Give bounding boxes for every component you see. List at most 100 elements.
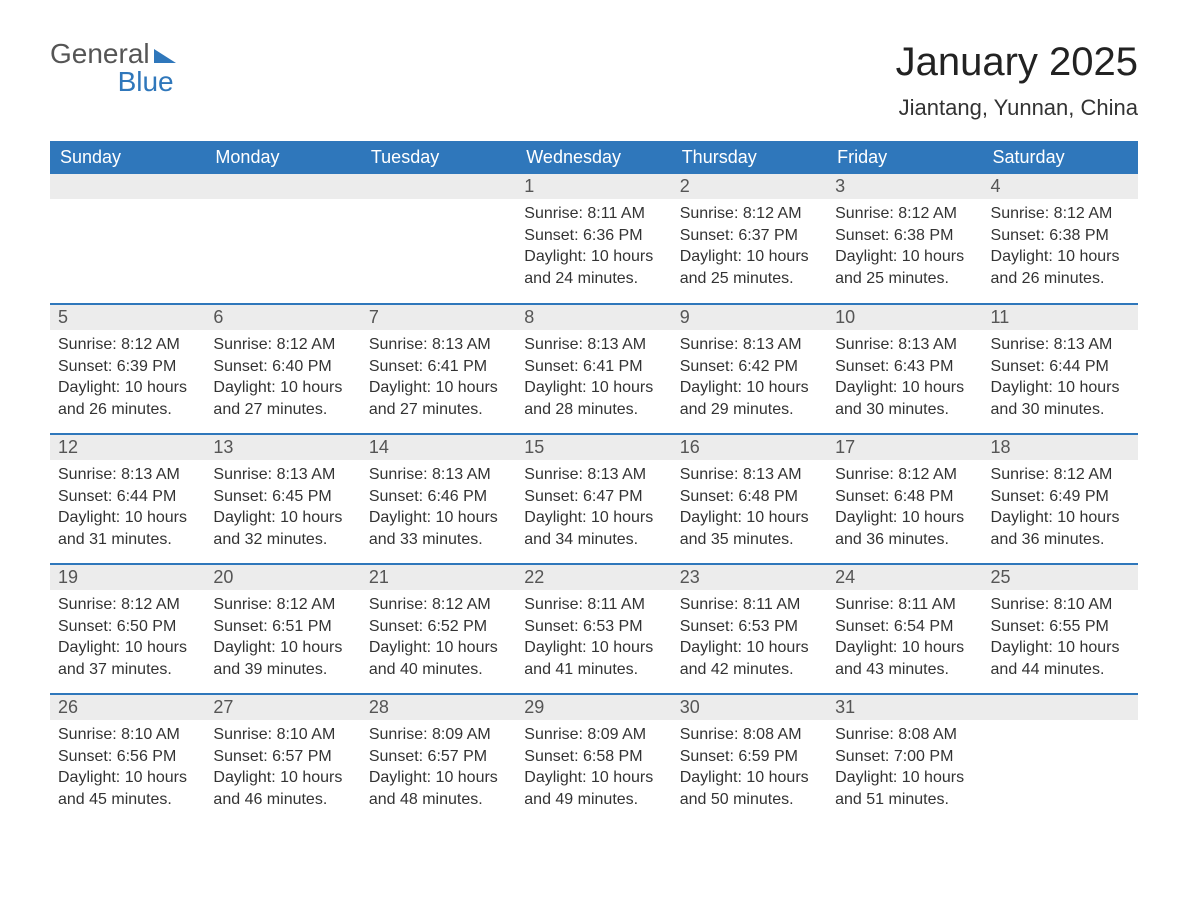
sunrise-value: Sunrise: 8:12 AM	[835, 203, 974, 225]
daylight-value: Daylight: 10 hours and 50 minutes.	[680, 767, 819, 810]
daylight-value: Daylight: 10 hours and 37 minutes.	[58, 637, 197, 680]
sunrise-value: Sunrise: 8:12 AM	[991, 464, 1130, 486]
daylight-value: Daylight: 10 hours and 30 minutes.	[991, 377, 1130, 420]
day-cell: 2 Sunrise: 8:12 AMSunset: 6:37 PMDaylight…	[672, 174, 827, 304]
daylight-value: Daylight: 10 hours and 46 minutes.	[213, 767, 352, 810]
day-number: 2	[672, 174, 827, 199]
sunrise-value: Sunrise: 8:13 AM	[991, 334, 1130, 356]
day-header: Sunday	[50, 141, 205, 174]
daylight-value: Daylight: 10 hours and 27 minutes.	[213, 377, 352, 420]
day-details: Sunrise: 8:12 AMSunset: 6:38 PMDaylight:…	[983, 199, 1138, 293]
sunset-value: Sunset: 6:54 PM	[835, 616, 974, 638]
day-cell: 9Sunrise: 8:13 AMSunset: 6:42 PMDaylight…	[672, 304, 827, 434]
sunrise-value: Sunrise: 8:11 AM	[524, 594, 663, 616]
daylight-value: Daylight: 10 hours and 45 minutes.	[58, 767, 197, 810]
sunrise-value: Sunrise: 8:12 AM	[58, 334, 197, 356]
day-cell: 7Sunrise: 8:13 AMSunset: 6:41 PMDaylight…	[361, 304, 516, 434]
day-details: Sunrise: 8:12 AMSunset: 6:52 PMDaylight:…	[361, 590, 516, 684]
day-cell: 5Sunrise: 8:12 AMSunset: 6:39 PMDaylight…	[50, 304, 205, 434]
day-details: Sunrise: 8:11 AMSunset: 6:53 PMDaylight:…	[516, 590, 671, 684]
day-details: Sunrise: 8:12 AMSunset: 6:51 PMDaylight:…	[205, 590, 360, 684]
daylight-value: Daylight: 10 hours and 51 minutes.	[835, 767, 974, 810]
daylight-value: Daylight: 10 hours and 26 minutes.	[991, 246, 1130, 289]
day-details: Sunrise: 8:09 AMSunset: 6:57 PMDaylight:…	[361, 720, 516, 814]
daylight-value: Daylight: 10 hours and 36 minutes.	[991, 507, 1130, 550]
sunset-value: Sunset: 6:53 PM	[680, 616, 819, 638]
day-cell: 22Sunrise: 8:11 AMSunset: 6:53 PMDayligh…	[516, 564, 671, 694]
week-row: 19Sunrise: 8:12 AMSunset: 6:50 PMDayligh…	[50, 564, 1138, 694]
sunset-value: Sunset: 6:59 PM	[680, 746, 819, 768]
daylight-value: Daylight: 10 hours and 31 minutes.	[58, 507, 197, 550]
daylight-value: Daylight: 10 hours and 34 minutes.	[524, 507, 663, 550]
sunrise-value: Sunrise: 8:12 AM	[991, 203, 1130, 225]
logo: General Blue	[50, 40, 176, 96]
day-number: 27	[205, 695, 360, 720]
day-cell: 19Sunrise: 8:12 AMSunset: 6:50 PMDayligh…	[50, 564, 205, 694]
day-details: Sunrise: 8:12 AMSunset: 6:38 PMDaylight:…	[827, 199, 982, 293]
day-number: 11	[983, 305, 1138, 330]
logo-flag-icon	[154, 49, 176, 63]
day-cell: 17Sunrise: 8:12 AMSunset: 6:48 PMDayligh…	[827, 434, 982, 564]
sunset-value: Sunset: 6:56 PM	[58, 746, 197, 768]
sunset-value: Sunset: 6:49 PM	[991, 486, 1130, 508]
day-cell: 8Sunrise: 8:13 AMSunset: 6:41 PMDaylight…	[516, 304, 671, 434]
day-details: Sunrise: 8:10 AMSunset: 6:57 PMDaylight:…	[205, 720, 360, 814]
daylight-value: Daylight: 10 hours and 25 minutes.	[835, 246, 974, 289]
sunset-value: Sunset: 6:57 PM	[369, 746, 508, 768]
day-number: 15	[516, 435, 671, 460]
day-number: 3	[827, 174, 982, 199]
daylight-value: Daylight: 10 hours and 30 minutes.	[835, 377, 974, 420]
sunrise-value: Sunrise: 8:13 AM	[835, 334, 974, 356]
daylight-value: Daylight: 10 hours and 42 minutes.	[680, 637, 819, 680]
day-details: Sunrise: 8:13 AMSunset: 6:44 PMDaylight:…	[50, 460, 205, 554]
day-header: Saturday	[983, 141, 1138, 174]
day-cell: 28Sunrise: 8:09 AMSunset: 6:57 PMDayligh…	[361, 694, 516, 824]
day-details: Sunrise: 8:12 AMSunset: 6:50 PMDaylight:…	[50, 590, 205, 684]
day-cell: 26Sunrise: 8:10 AMSunset: 6:56 PMDayligh…	[50, 694, 205, 824]
sunset-value: Sunset: 6:53 PM	[524, 616, 663, 638]
day-cell: 6Sunrise: 8:12 AMSunset: 6:40 PMDaylight…	[205, 304, 360, 434]
day-number: 5	[50, 305, 205, 330]
day-cell: 23 Sunrise: 8:11 AMSunset: 6:53 PMDayligh…	[672, 564, 827, 694]
sunrise-value: Sunrise: 8:11 AM	[680, 594, 819, 616]
day-details: Sunrise: 8:13 AMSunset: 6:45 PMDaylight:…	[205, 460, 360, 554]
day-number: 18	[983, 435, 1138, 460]
day-number: 9	[672, 305, 827, 330]
sunrise-value: Sunrise: 8:13 AM	[213, 464, 352, 486]
day-header: Friday	[827, 141, 982, 174]
daylight-value: Daylight: 10 hours and 25 minutes.	[680, 246, 819, 289]
sunrise-value: Sunrise: 8:12 AM	[680, 203, 819, 225]
day-number: 4	[983, 174, 1138, 199]
daylight-value: Daylight: 10 hours and 33 minutes.	[369, 507, 508, 550]
title-block: January 2025 Jiantang, Yunnan, China	[896, 40, 1138, 121]
day-number	[983, 695, 1138, 720]
sunset-value: Sunset: 6:46 PM	[369, 486, 508, 508]
day-details: Sunrise: 8:09 AMSunset: 6:58 PMDaylight:…	[516, 720, 671, 814]
sunset-value: Sunset: 6:48 PM	[835, 486, 974, 508]
day-cell: 27Sunrise: 8:10 AMSunset: 6:57 PMDayligh…	[205, 694, 360, 824]
daylight-value: Daylight: 10 hours and 39 minutes.	[213, 637, 352, 680]
sunrise-value: Sunrise: 8:12 AM	[213, 594, 352, 616]
sunset-value: Sunset: 6:47 PM	[524, 486, 663, 508]
daylight-value: Daylight: 10 hours and 43 minutes.	[835, 637, 974, 680]
sunset-value: Sunset: 6:37 PM	[680, 225, 819, 247]
day-cell	[361, 174, 516, 304]
daylight-value: Daylight: 10 hours and 41 minutes.	[524, 637, 663, 680]
sunrise-value: Sunrise: 8:10 AM	[58, 724, 197, 746]
day-number: 31	[827, 695, 982, 720]
daylight-value: Daylight: 10 hours and 26 minutes.	[58, 377, 197, 420]
sunrise-value: Sunrise: 8:08 AM	[680, 724, 819, 746]
day-number: 14	[361, 435, 516, 460]
sunrise-value: Sunrise: 8:09 AM	[524, 724, 663, 746]
day-cell	[205, 174, 360, 304]
sunset-value: Sunset: 6:44 PM	[991, 356, 1130, 378]
logo-top: General	[50, 40, 176, 68]
daylight-value: Daylight: 10 hours and 24 minutes.	[524, 246, 663, 289]
day-cell: 30Sunrise: 8:08 AMSunset: 6:59 PMDayligh…	[672, 694, 827, 824]
sunset-value: Sunset: 6:58 PM	[524, 746, 663, 768]
day-number: 23	[672, 565, 827, 590]
sunset-value: Sunset: 6:43 PM	[835, 356, 974, 378]
daylight-value: Daylight: 10 hours and 40 minutes.	[369, 637, 508, 680]
daylight-value: Daylight: 10 hours and 35 minutes.	[680, 507, 819, 550]
day-details: Sunrise: 8:13 AMSunset: 6:47 PMDaylight:…	[516, 460, 671, 554]
